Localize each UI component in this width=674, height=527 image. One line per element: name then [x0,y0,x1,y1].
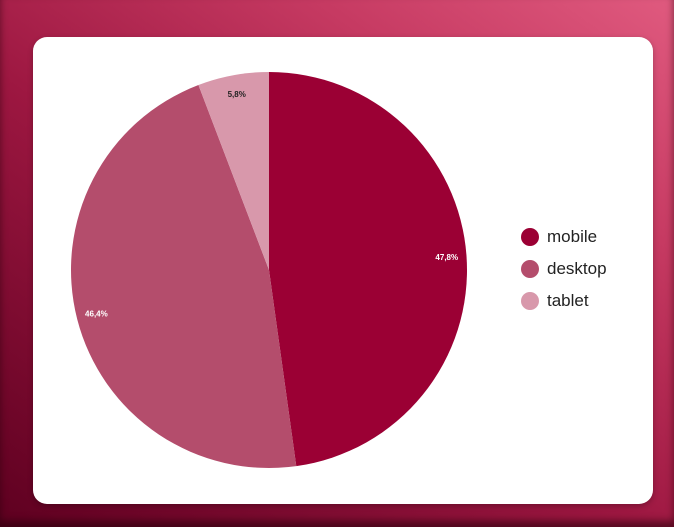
pie-slice-desktop[interactable] [70,85,297,469]
pie-label-tablet: 5,8% [228,90,246,99]
pie-slice-tablet[interactable] [198,72,269,270]
legend-item-mobile[interactable]: mobile [521,226,607,248]
legend-item-tablet[interactable]: tablet [521,290,607,312]
legend-label-desktop: desktop [547,259,607,278]
pie-label-mobile: 47,8% [435,253,458,262]
pie-label-desktop: 46,4% [85,309,108,318]
legend-swatch-mobile [521,228,539,246]
pie-chart: 47,8% 46,4% 5,8% [70,72,468,469]
legend-swatch-desktop [521,260,539,278]
pie-slice-mobile[interactable] [269,72,468,467]
legend-label-tablet: tablet [547,291,589,310]
legend-swatch-tablet [521,292,539,310]
chart-legend: mobile desktop tablet [521,226,607,312]
legend-label-mobile: mobile [547,227,598,246]
legend-item-desktop[interactable]: desktop [521,258,607,280]
chart-card: 47,8% 46,4% 5,8% mobile desktop tablet [33,37,653,504]
